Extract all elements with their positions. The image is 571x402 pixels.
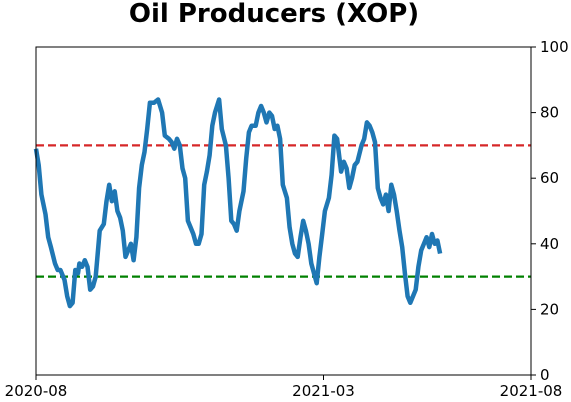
- x-tick-label: 2020-08: [5, 382, 68, 400]
- y-tick-label: 100: [540, 38, 569, 56]
- y-tick-label: 80: [540, 104, 559, 122]
- y-tick-label: 60: [540, 169, 559, 187]
- series-line-0: [33, 97, 443, 309]
- series-layer: [33, 97, 443, 309]
- plot-area: [33, 46, 532, 376]
- y-tick-label: 0: [540, 366, 550, 384]
- x-tick-label: 2021-03: [292, 382, 355, 400]
- y-tick-label: 40: [540, 235, 559, 253]
- reference-lines: [36, 144, 531, 278]
- y-axis: 0 20 40 60 80 100: [531, 38, 569, 384]
- y-tick-label: 20: [540, 300, 559, 318]
- chart-title: Oil Producers (XOP): [129, 0, 419, 29]
- x-tick-label: 2021-08: [500, 382, 563, 400]
- plot-frame: [35, 46, 532, 376]
- x-axis: 2020-08 2021-03 2021-08: [5, 375, 563, 400]
